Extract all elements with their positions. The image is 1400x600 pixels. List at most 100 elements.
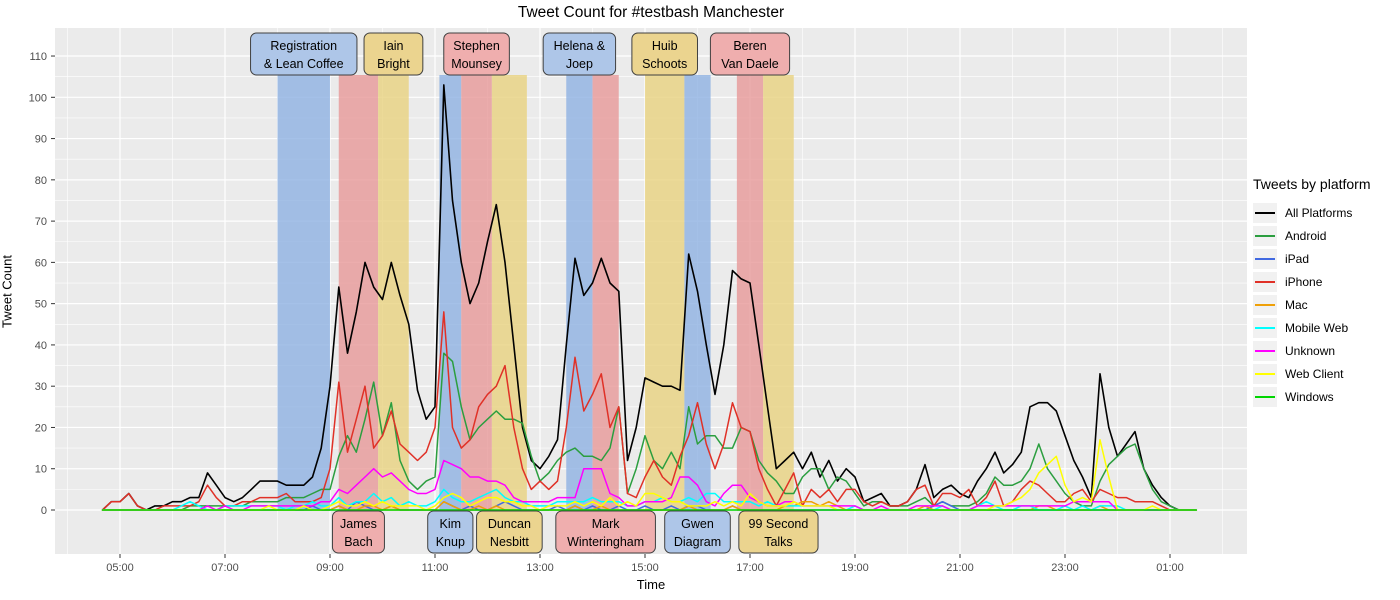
session-label-box-duncan-nesbitt [476,510,543,554]
session-band-huib-schoots [645,75,685,511]
y-tick-label: 110 [29,51,47,63]
legend-key-swatch-mac [1253,294,1277,315]
x-tick-label: 05:00 [106,562,134,574]
session-label-text: 99 Second [749,517,809,531]
session-band-99-second-talks [763,75,794,511]
x-tick-label: 21:00 [946,562,974,574]
legend-entries: All Platforms Android iPad iPhone Mac Mobile … [1253,201,1371,408]
session-label-text: Talks [764,535,792,549]
session-label-box-beren-van-daele [709,32,791,76]
legend-key-swatch-unknown [1253,340,1277,361]
session-label-text: Joep [566,57,593,71]
legend-key-swatch-web-client [1253,363,1277,384]
session-label-text: & Lean Coffee [264,57,344,71]
x-tick-label: 17:00 [736,562,764,574]
session-label-box-mark-winteringham [555,510,656,554]
session-label-text: Van Daele [721,57,778,71]
chart-title: Tweet Count for #testbash Manchester [517,4,785,21]
session-band-stephen-mounsey [461,75,492,511]
session-band-beren-van-daele [736,75,764,511]
legend-entry-label: Windows [1285,389,1334,404]
session-label-box-gwen-diagram [664,510,731,554]
legend-entry-label: Web Client [1285,366,1344,381]
session-label-text: Schoots [642,57,687,71]
legend-entry-label: iPad [1285,251,1310,266]
session-label-text: Helena & [554,39,606,53]
session-band-iain-bright [378,75,409,511]
legend-key-line [1255,372,1275,375]
y-tick-label: 80 [35,175,47,187]
series-line-iphone [101,311,1198,511]
legend-key-swatch-android [1253,225,1277,246]
legend-entry-windows: Windows [1253,385,1371,408]
legend-entry-label: All Platforms [1285,205,1353,220]
y-tick-label: 90 [35,134,47,146]
legend-key-line [1255,257,1275,260]
legend-entry-ipad: iPad [1253,247,1371,270]
x-tick-label: 07:00 [211,562,239,574]
session-label-box-registration-lean-coffee [250,32,358,76]
legend-key-swatch-mobile-web [1253,317,1277,338]
x-tick-label: 23:00 [1051,562,1079,574]
legend-entry-iphone: iPhone [1253,270,1371,293]
x-tick-label: 01:00 [1156,562,1184,574]
legend-title: Tweets by platform [1253,176,1371,192]
y-tick-label: 40 [35,340,47,352]
y-tick-label: 10 [35,464,47,476]
legend-key-line [1255,349,1275,352]
session-label-box-huib-schoots [631,32,698,76]
legend-entry-mobile-web: Mobile Web [1253,316,1371,339]
session-label-text: Bach [344,535,373,549]
session-band-duncan-nesbitt [491,75,527,511]
session-label-box-kim-knup [427,510,474,554]
session-label-text: Mounsey [451,57,502,71]
y-tick-label: 60 [35,257,47,269]
y-tick-label: 30 [35,381,47,393]
session-label-text: Diagram [674,535,721,549]
legend-key-swatch-ipad [1253,248,1277,269]
legend: Tweets by platform All Platforms Android i… [1253,176,1371,408]
session-label-box-helena-joep [542,32,617,76]
legend-entry-web-client: Web Client [1253,362,1371,385]
legend-key-swatch-windows [1253,386,1277,407]
session-band-registration-lean-coffee [277,75,330,511]
legend-entry-label: Mac [1285,297,1308,312]
session-label-text: Duncan [488,517,531,531]
legend-entry-all-platforms: All Platforms [1253,201,1371,224]
x-tick-label: 15:00 [631,562,659,574]
session-label-text: Mark [592,517,621,531]
legend-entry-label: iPhone [1285,274,1323,289]
x-tick-label: 09:00 [316,562,344,574]
y-tick-label: 100 [29,92,47,104]
legend-key-line [1255,234,1275,237]
session-label-text: Bright [377,57,410,71]
legend-entry-unknown: Unknown [1253,339,1371,362]
session-label-text: Nesbitt [490,535,529,549]
session-label-box-iain-bright [363,32,424,76]
series-line-unknown [101,459,1198,511]
series-line-android [101,352,1198,511]
session-band-kim-knup [439,75,462,511]
session-band-helena-joep [566,75,593,511]
session-label-text: Kim [440,517,462,531]
legend-entry-mac: Mac [1253,293,1371,316]
legend-key-line [1255,395,1275,398]
legend-key-swatch-all-platforms [1253,202,1277,223]
session-label-text: Stephen [453,39,500,53]
session-label-box-stephen-mounsey [443,32,510,76]
session-label-text: Huib [652,39,678,53]
session-label-text: James [340,517,377,531]
y-axis-title: Tweet Count [0,255,15,328]
y-tick-label: 20 [35,422,47,434]
session-label-text: Beren [733,39,766,53]
legend-key-line [1255,211,1275,214]
x-tick-label: 11:00 [422,562,449,574]
legend-key-line [1255,326,1275,329]
x-tick-label: 19:00 [841,562,869,574]
legend-entry-label: Android [1285,228,1327,243]
session-label-text: Registration [270,39,337,53]
legend-key-line [1255,303,1275,306]
legend-entry-android: Android [1253,224,1371,247]
